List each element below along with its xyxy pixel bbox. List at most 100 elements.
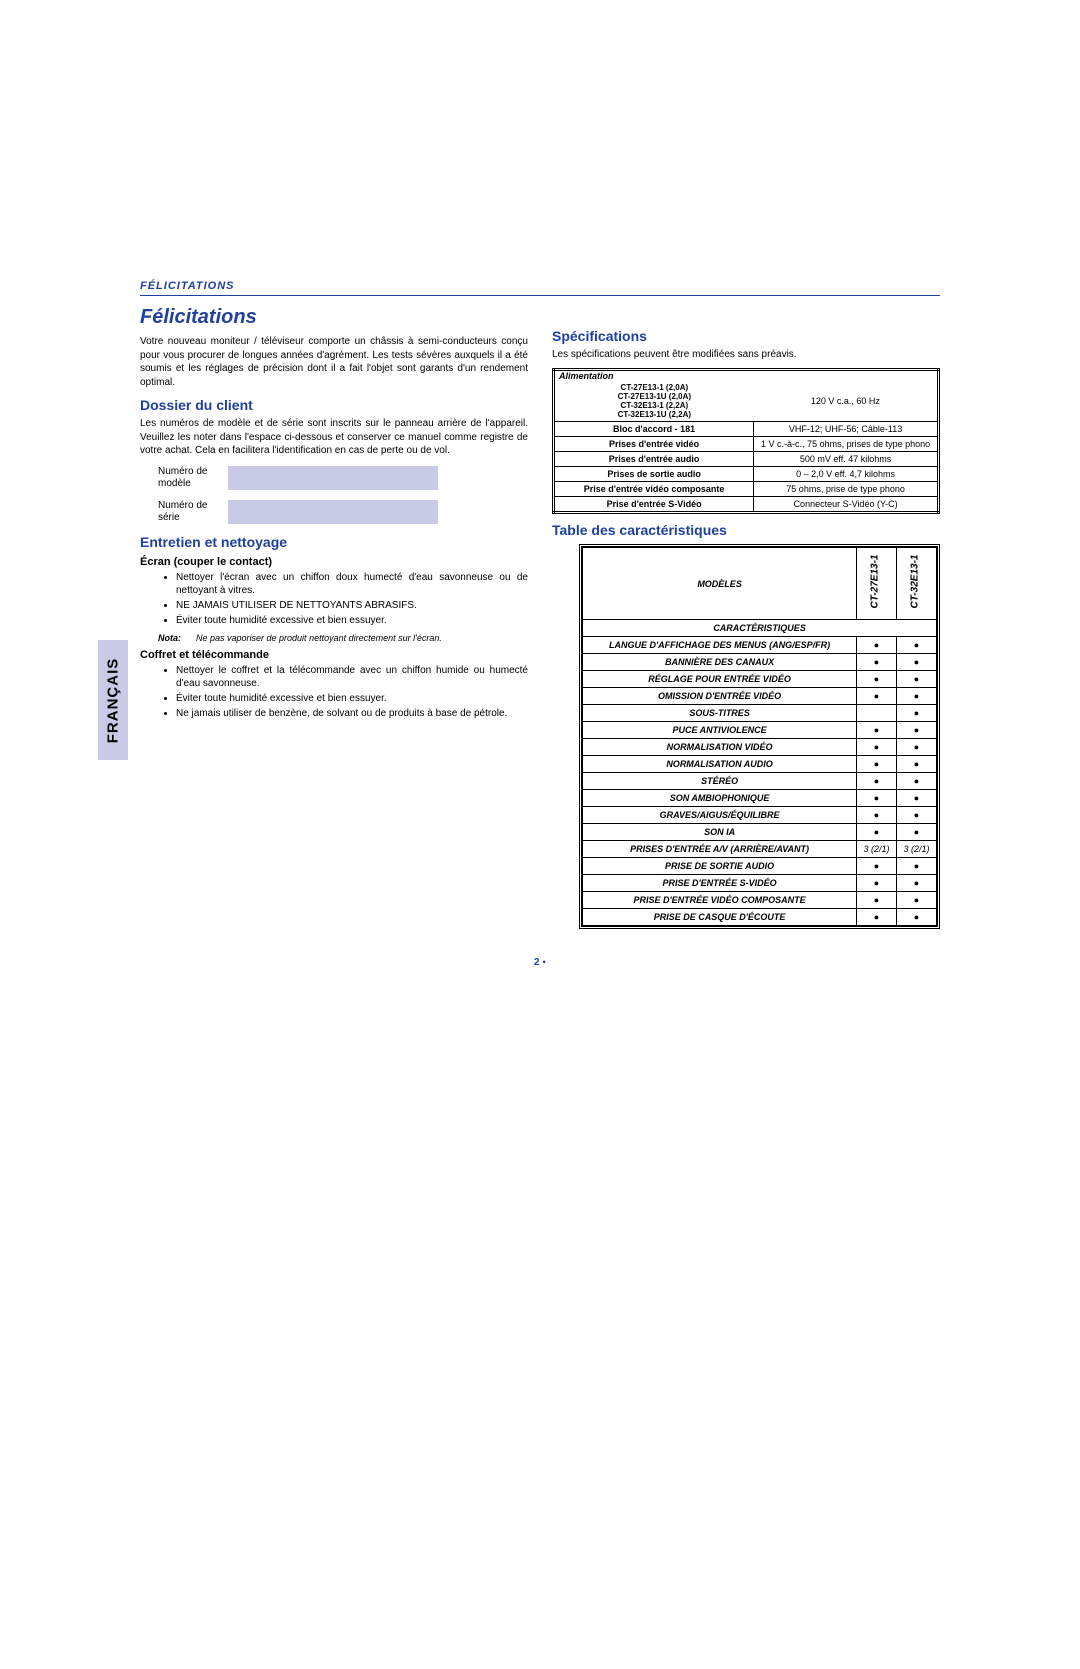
table-row: STÉRÉO●● xyxy=(583,773,937,790)
nota-block: Nota: Ne pas vaporiser de produit nettoy… xyxy=(158,633,528,643)
table-row: PRISE DE SORTIE AUDIO●● xyxy=(583,858,937,875)
feature-label: OMISSION D'ENTRÉE VIDÉO xyxy=(583,688,857,705)
feature-dot: ● xyxy=(896,875,936,892)
model-item: CT-32E13-1U (2,2A) xyxy=(559,410,750,419)
feature-label: GRAVES/AIGUS/ÉQUILIBRE xyxy=(583,807,857,824)
client-body: Les numéros de modèle et de série sont i… xyxy=(140,417,528,458)
feature-dot: ● xyxy=(856,858,896,875)
model-number-row: Numéro de modèle xyxy=(158,466,528,490)
feature-dot: ● xyxy=(856,722,896,739)
table-row: PUCE ANTIVIOLENCE●● xyxy=(583,722,937,739)
table-row: BANNIÈRE DES CANAUX●● xyxy=(583,654,937,671)
feature-dot: ● xyxy=(896,637,936,654)
model-item: CT-27E13-1U (2,0A) xyxy=(559,392,750,401)
feature-dot: ● xyxy=(856,807,896,824)
spec-row-value: 500 mV eff. 47 kilohms xyxy=(754,452,939,467)
model-list: CT-27E13-1 (2,0A) CT-27E13-1U (2,0A) CT-… xyxy=(559,381,750,422)
list-item: Éviter toute humidité excessive et bien … xyxy=(176,614,528,627)
feature-label: LANGUE D'AFFICHAGE DES MENUS (ANG/ESP/FR… xyxy=(583,637,857,654)
header-rule xyxy=(140,295,940,296)
feature-dot: ● xyxy=(856,909,896,926)
feature-dot: ● xyxy=(856,671,896,688)
table-row: PRISES D'ENTRÉE A/V (ARRIÈRE/AVANT)3 (2/… xyxy=(583,841,937,858)
cabinet-bullets: Nettoyer le coffret et la télécommande a… xyxy=(176,664,528,720)
intro-paragraph: Votre nouveau moniteur / téléviseur comp… xyxy=(140,335,528,389)
list-item: Éviter toute humidité excessive et bien … xyxy=(176,692,528,705)
feature-dot: ● xyxy=(896,705,936,722)
cabinet-subheading: Coffret et télécommande xyxy=(140,649,528,661)
feature-dot: ● xyxy=(856,756,896,773)
characteristics-header: CARACTÉRISTIQUES xyxy=(583,620,937,637)
feature-label: SOUS-TITRES xyxy=(583,705,857,722)
feature-dot: ● xyxy=(856,875,896,892)
specifications-note: Les spécifications peuvent être modifiée… xyxy=(552,348,940,362)
list-item: Nettoyer l'écran avec un chiffon doux hu… xyxy=(176,571,528,597)
language-tab-label: FRANÇAIS xyxy=(105,657,122,743)
power-spec: 120 V c.a., 60 Hz xyxy=(754,381,939,422)
table-row: SON IA●● xyxy=(583,824,937,841)
feature-label: PRISE D'ENTRÉE S-VIDÉO xyxy=(583,875,857,892)
feature-value: 3 (2/1) xyxy=(896,841,936,858)
feature-label: PRISE DE SORTIE AUDIO xyxy=(583,858,857,875)
feature-label: PRISE D'ENTRÉE VIDÉO COMPOSANTE xyxy=(583,892,857,909)
feature-dot: ● xyxy=(896,858,936,875)
screen-bullets: Nettoyer l'écran avec un chiffon doux hu… xyxy=(176,571,528,627)
spec-row-label: Prise d'entrée vidéo composante xyxy=(554,482,754,497)
feature-label: PRISE DE CASQUE D'ÉCOUTE xyxy=(583,909,857,926)
feature-label: NORMALISATION AUDIO xyxy=(583,756,857,773)
specifications-heading: Spécifications xyxy=(552,328,940,344)
feature-dot: ● xyxy=(856,790,896,807)
feature-dot: ● xyxy=(856,892,896,909)
feature-dot: ● xyxy=(896,807,936,824)
table-row: SOUS-TITRES ● xyxy=(583,705,937,722)
feature-dot: ● xyxy=(896,722,936,739)
model-item: CT-32E13-1 (2,2A) xyxy=(559,401,750,410)
spec-row-label: Prise d'entrée S-Vidéo xyxy=(554,497,754,513)
feature-label: PUCE ANTIVIOLENCE xyxy=(583,722,857,739)
alimentation-label: Alimentation xyxy=(554,369,939,381)
table-row: PRISE D'ENTRÉE S-VIDÉO●● xyxy=(583,875,937,892)
page-header: FÉLICITATIONS xyxy=(140,280,940,292)
feature-dot: ● xyxy=(856,739,896,756)
model-number-field[interactable] xyxy=(228,466,438,490)
table-row: RÉGLAGE POUR ENTRÉE VIDÉO●● xyxy=(583,671,937,688)
feature-dot: ● xyxy=(896,739,936,756)
feature-dot: ● xyxy=(896,756,936,773)
feature-dot: ● xyxy=(856,654,896,671)
feature-dot: ● xyxy=(896,773,936,790)
page-number: 2 ● xyxy=(140,957,940,968)
feature-dot: ● xyxy=(896,892,936,909)
screen-subheading: Écran (couper le contact) xyxy=(140,556,528,568)
page-title: Félicitations xyxy=(140,306,528,329)
serial-number-row: Numéro de série xyxy=(158,500,528,524)
feature-dot: ● xyxy=(896,688,936,705)
serial-number-field[interactable] xyxy=(228,500,438,524)
list-item: NE JAMAIS UTILISER DE NETTOYANTS ABRASIF… xyxy=(176,599,528,612)
table-row: PRISE DE CASQUE D'ÉCOUTE●● xyxy=(583,909,937,926)
spec-row-label: Bloc d'accord - 181 xyxy=(554,422,754,437)
list-item: Nettoyer le coffret et la télécommande a… xyxy=(176,664,528,690)
feature-label: SON AMBIOPHONIQUE xyxy=(583,790,857,807)
feature-value: 3 (2/1) xyxy=(856,841,896,858)
feature-label: SON IA xyxy=(583,824,857,841)
feature-dot: ● xyxy=(856,688,896,705)
spec-row-value: 1 V c.-à-c., 75 ohms, prises de type pho… xyxy=(754,437,939,452)
feature-dot: ● xyxy=(856,824,896,841)
model-item: CT-27E13-1 (2,0A) xyxy=(559,383,750,392)
client-fields: Numéro de modèle Numéro de série xyxy=(158,466,528,524)
table-row: LANGUE D'AFFICHAGE DES MENUS (ANG/ESP/FR… xyxy=(583,637,937,654)
left-column: Félicitations Votre nouveau moniteur / t… xyxy=(140,306,528,929)
features-heading: Table des caractéristiques xyxy=(552,522,940,538)
model-number-label: Numéro de modèle xyxy=(158,466,228,490)
spec-row-value: Connecteur S-Vidéo (Y-C) xyxy=(754,497,939,513)
spec-row-value: VHF-12; UHF-56; Câble-113 xyxy=(754,422,939,437)
feature-label: RÉGLAGE POUR ENTRÉE VIDÉO xyxy=(583,671,857,688)
table-row: GRAVES/AIGUS/ÉQUILIBRE●● xyxy=(583,807,937,824)
spec-row-value: 0 – 2,0 V eff. 4,7 kilohms xyxy=(754,467,939,482)
feature-label: PRISES D'ENTRÉE A/V (ARRIÈRE/AVANT) xyxy=(583,841,857,858)
feature-dot: ● xyxy=(896,790,936,807)
feature-label: NORMALISATION VIDÉO xyxy=(583,739,857,756)
table-row: PRISE D'ENTRÉE VIDÉO COMPOSANTE●● xyxy=(583,892,937,909)
serial-number-label: Numéro de série xyxy=(158,500,228,524)
table-row: SON AMBIOPHONIQUE●● xyxy=(583,790,937,807)
